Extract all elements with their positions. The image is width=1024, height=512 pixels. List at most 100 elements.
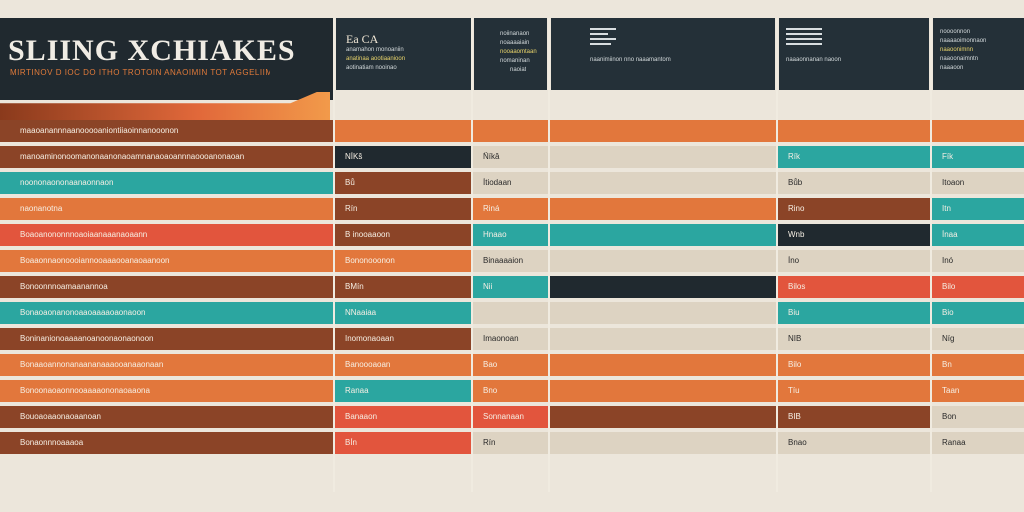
table-cell: Bio	[942, 308, 954, 317]
table-cell-bar	[473, 354, 548, 376]
header-col-6-line-1: noooonnon	[940, 29, 971, 35]
table-cell-bar	[778, 198, 930, 220]
table-cell-bar	[0, 224, 333, 246]
table-cell-bar	[778, 354, 930, 376]
table-cell: Itoaon	[942, 178, 965, 187]
table-cell: NÍKŝ	[345, 152, 363, 161]
table-cell: Ranaa	[942, 438, 966, 447]
table-cell: B inooaaoon	[345, 230, 390, 239]
header-col-3	[474, 18, 547, 90]
table-cell-bar	[778, 172, 930, 194]
table-cell-bar	[550, 432, 776, 454]
table-cell-bar	[550, 276, 776, 298]
table-cell-bar	[335, 432, 471, 454]
header-col-3-line-4: nomaninan	[500, 58, 530, 64]
table-cell: Banaaon	[345, 412, 378, 421]
table-cell-bar	[778, 224, 930, 246]
table-cell: Íno	[788, 256, 800, 265]
table-cell-bar	[335, 380, 471, 402]
table-cell-bar	[550, 354, 776, 376]
table-cell-bar	[0, 198, 333, 220]
table-cell: NNaaiaa	[345, 308, 377, 317]
row-label: Boninanionoaaaanoanoonaonaonoon	[20, 334, 154, 343]
table-cell-bar	[473, 250, 548, 272]
row-label: Bonaaoannonanaananaaaooanaaonaan	[20, 360, 164, 369]
row-label: noononaononaanaonnaon	[20, 178, 114, 187]
table-cell: Itn	[942, 204, 951, 213]
header-col-5-line-1: naaaonnanan naoon	[786, 57, 842, 63]
table-cell: Inó	[942, 256, 954, 265]
header-col-6-line-4: naaoonaimntn	[940, 56, 979, 62]
header-col-6	[933, 18, 1024, 90]
table-cell-bar	[550, 328, 776, 350]
table-cell: Inomonaoaan	[345, 334, 394, 343]
row-label: Bonoonaoaonnooaaaaononaoaaona	[20, 386, 150, 395]
row-label: Boaaonnaonoooiannooaaaooanaoaanoon	[20, 256, 170, 265]
table-cell-bar	[335, 406, 471, 428]
table-cell-bar	[778, 146, 930, 168]
table-cell-bar	[932, 406, 1024, 428]
table-cell: Bno	[483, 386, 498, 395]
table-cell-bar	[335, 328, 471, 350]
table-cell-bar	[932, 198, 1024, 220]
table-cell-bar	[335, 172, 471, 194]
row-label: Bonoonnnoamaanannoa	[20, 282, 108, 291]
row-label: Boaoanononnnoaoiaanaaanaoaann	[20, 230, 148, 239]
table-cell-bar	[473, 276, 548, 298]
table-cell-bar	[932, 172, 1024, 194]
table-cell-bar	[0, 354, 333, 376]
table-cell-bar	[932, 380, 1024, 402]
table-cell-bar	[473, 328, 548, 350]
table-cell: BMín	[345, 282, 364, 291]
table-cell-bar	[0, 276, 333, 298]
table-cell: BIB	[788, 412, 801, 421]
table-cell-bar	[778, 380, 930, 402]
table-cell-bar	[0, 432, 333, 454]
table-cell: Bon	[942, 412, 957, 421]
header-title-block	[0, 18, 333, 100]
table-cell: Ítiodaan	[483, 178, 512, 187]
table-cell-bar	[932, 328, 1024, 350]
table-cell-bar	[473, 224, 548, 246]
table-cell: Nii	[483, 282, 493, 291]
table-cell-bar	[932, 250, 1024, 272]
header-col-6-line-5: naaaoon	[940, 65, 964, 71]
table-cell: Rín	[345, 204, 358, 213]
table-cell-bar	[932, 120, 1024, 142]
table-cell-bar	[778, 120, 930, 142]
table-cell-bar	[335, 120, 471, 142]
table-cell: Riná	[483, 204, 500, 213]
table-cell-bar	[335, 276, 471, 298]
table-cell-bar	[550, 406, 776, 428]
header-col-6-line-2: naaaaoimonnaon	[940, 38, 987, 44]
table-cell: Sonnanaan	[483, 412, 524, 421]
header-col-6-line-3: naaoonimnn	[940, 47, 974, 53]
header-col-2-code: Ea CA	[346, 32, 379, 46]
table-cell-bar	[0, 302, 333, 324]
header-col-2-line-3: aotinatiam nooinao	[346, 65, 397, 71]
table-cell-bar	[550, 120, 776, 142]
header-col-2	[336, 18, 471, 90]
table-cell-bar	[550, 224, 776, 246]
document-icon	[590, 28, 616, 48]
table-cell: Banoooaoan	[345, 360, 391, 369]
table-cell: Rín	[483, 438, 496, 447]
column-divider	[776, 18, 778, 492]
header-col-4-line-1: naanimiinon nno naaamantom	[590, 57, 671, 63]
table-cell-bar	[778, 432, 930, 454]
column-divider	[471, 18, 473, 492]
table-cell-bar	[778, 406, 930, 428]
table-cell-bar	[932, 302, 1024, 324]
table-cell-bar	[0, 146, 333, 168]
table-cell-bar	[335, 146, 471, 168]
table-cell: Taan	[942, 386, 960, 395]
table-cell: Tíu	[788, 386, 800, 395]
table-cell: Bů	[345, 178, 355, 187]
row-label: Bonaonnnoaaaoa	[20, 438, 84, 447]
table-cell-bar	[550, 172, 776, 194]
table-cell-bar	[778, 328, 930, 350]
table-cell-bar	[550, 250, 776, 272]
table-cell-bar	[932, 276, 1024, 298]
table-cell-bar	[0, 250, 333, 272]
